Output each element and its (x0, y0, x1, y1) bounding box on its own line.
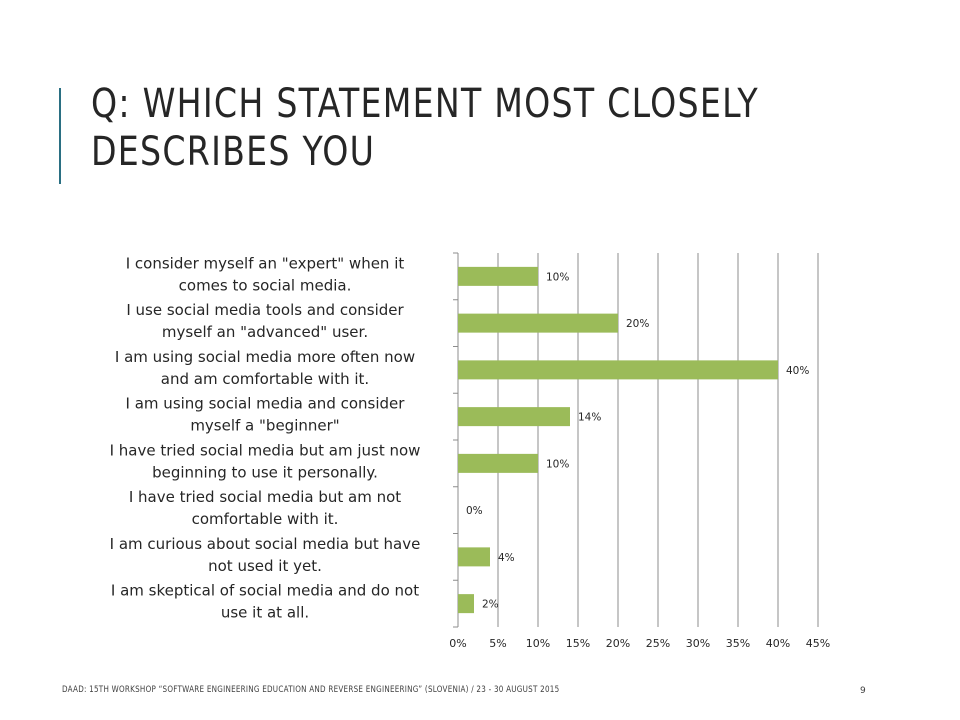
category-label-line: myself an "advanced" user. (162, 323, 368, 341)
category-label-line: I am curious about social media but have (110, 535, 421, 553)
category-label: I have tried social media but am just no… (110, 441, 421, 481)
category-label-line: beginning to use it personally. (152, 463, 378, 481)
data-label: 20% (626, 318, 649, 330)
x-tick-label: 40% (766, 637, 790, 650)
category-label: I have tried social media but am not comf… (129, 488, 401, 528)
bar (458, 547, 490, 567)
data-label: 4% (498, 552, 515, 564)
slide-title: Q: Which statement most closely describe… (91, 81, 759, 175)
bar (458, 594, 474, 614)
category-label: I am skeptical of social media and do no… (111, 582, 419, 622)
bar (458, 266, 538, 286)
category-label-line: myself a "beginner" (190, 417, 339, 435)
data-label: 2% (482, 599, 499, 611)
x-tick-label: 0% (449, 637, 466, 650)
page-number: 9 (860, 686, 866, 696)
x-tick-label: 35% (726, 637, 750, 650)
category-label-line: I consider myself an "expert" when it (126, 254, 405, 272)
bar (458, 313, 618, 333)
category-label-line: comfortable with it. (192, 510, 339, 528)
category-label-line: and am comfortable with it. (161, 370, 369, 388)
x-tick-label: 30% (686, 637, 710, 650)
category-label: I consider myself an "expert" when it com… (126, 254, 405, 294)
x-tick-label: 45% (806, 637, 830, 650)
category-label-line: I use social media tools and consider (126, 301, 404, 319)
category-label-line: not used it yet. (208, 557, 322, 575)
x-tick-label: 20% (606, 637, 630, 650)
bar (458, 360, 778, 380)
data-label: 10% (546, 458, 569, 470)
bar (458, 453, 538, 473)
category-label-line: use it at all. (221, 604, 309, 622)
title-accent-bar (59, 88, 61, 184)
x-tick-label: 5% (489, 637, 506, 650)
x-tick-label: 10% (526, 637, 550, 650)
slide-footer: DAAD: 15th Workshop “Software Engineerin… (62, 685, 560, 695)
category-label-line: I have tried social media but am not (129, 488, 401, 506)
category-label: I am using social media and consider myse… (126, 395, 406, 435)
x-tick-label: 15% (566, 637, 590, 650)
bar (458, 407, 570, 427)
data-label: 40% (786, 365, 809, 377)
data-label: 10% (546, 271, 569, 283)
category-label: I am using social media more often now an… (115, 348, 415, 388)
category-label-line: I am skeptical of social media and do no… (111, 582, 419, 600)
category-label: I am curious about social media but have… (110, 535, 421, 575)
category-label-line: comes to social media. (179, 276, 352, 294)
data-label: 0% (466, 505, 483, 517)
category-label-line: I am using social media more often now (115, 348, 415, 366)
x-tick-label: 25% (646, 637, 670, 650)
category-label-line: I am using social media and consider (126, 395, 406, 413)
category-label-line: I have tried social media but am just no… (110, 441, 421, 459)
data-label: 14% (578, 412, 601, 424)
category-label: I use social media tools and consider mys… (126, 301, 404, 341)
